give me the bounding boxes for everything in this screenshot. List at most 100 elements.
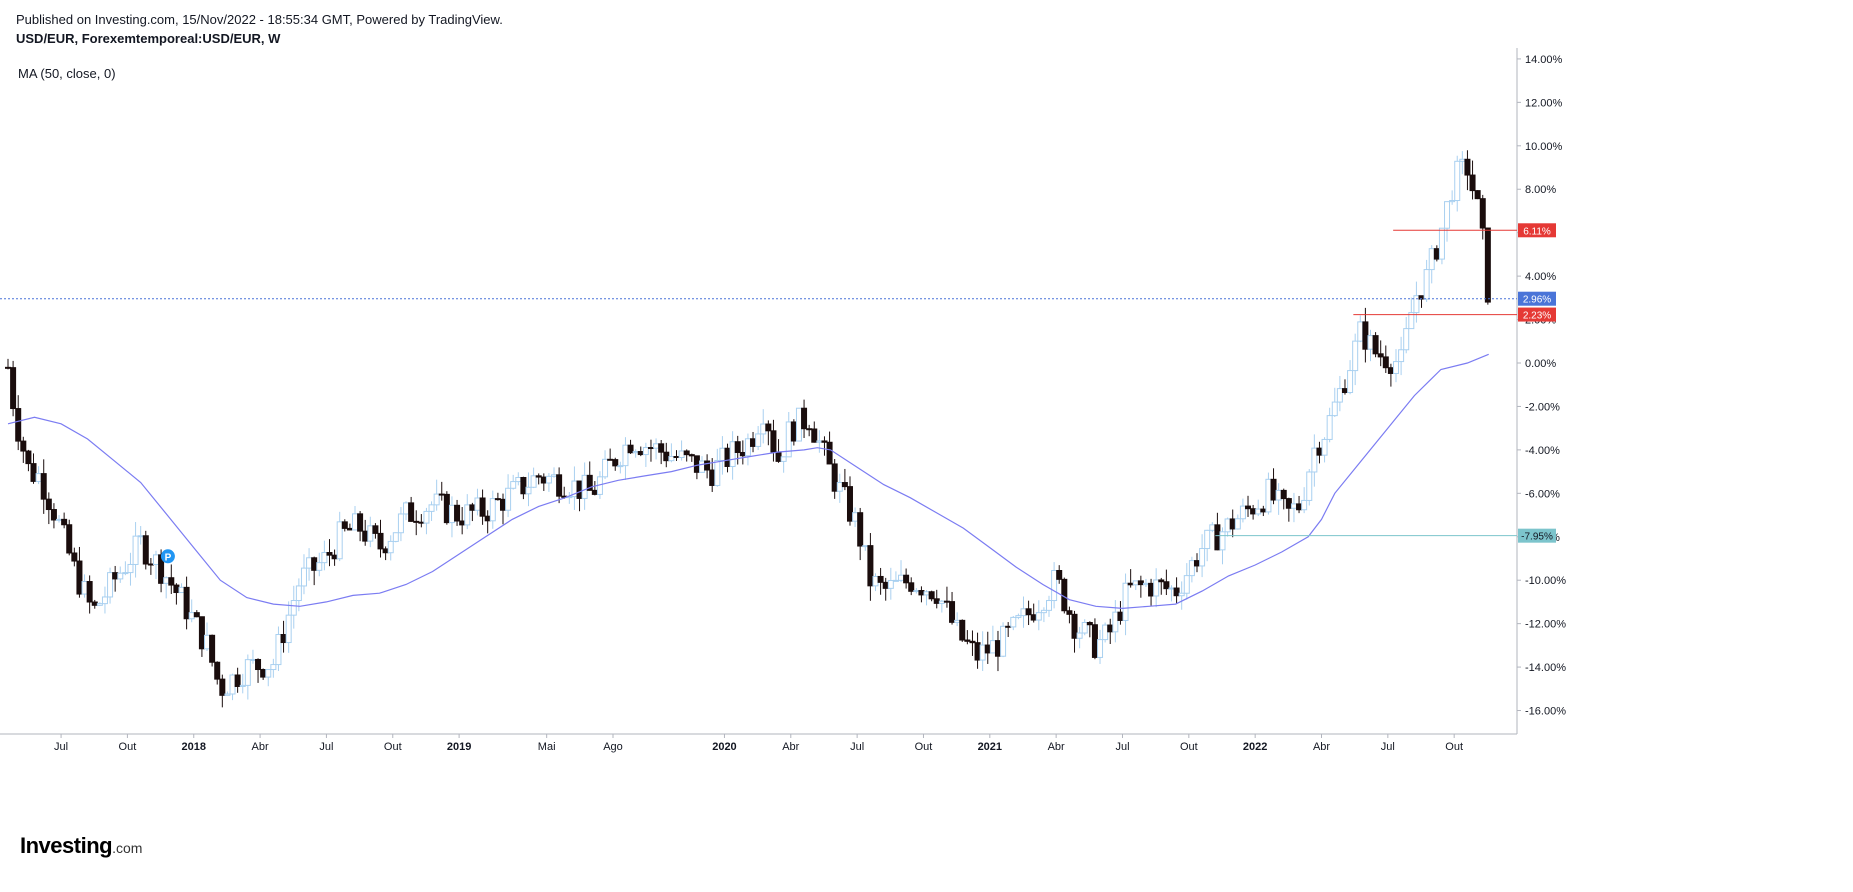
candle-body (1265, 478, 1272, 513)
candle-body (1316, 447, 1323, 456)
indicator-label[interactable]: MA (50, close, 0) (18, 66, 116, 81)
candle-body (1102, 624, 1109, 641)
candle-body (1142, 582, 1149, 586)
candle-body (1056, 570, 1063, 580)
candle-body (1193, 560, 1200, 567)
y-tick-label: -6.00% (1525, 488, 1560, 500)
candle-body (872, 575, 879, 587)
candle-body (270, 664, 277, 671)
candle-body (816, 440, 823, 443)
level-badge-label: 2.23% (1523, 311, 1551, 322)
x-tick-label: Abr (1313, 741, 1330, 753)
candle-body (372, 525, 379, 534)
candle-body (209, 634, 216, 663)
candle-body (877, 575, 884, 583)
candle-body (336, 521, 343, 560)
candle-body (943, 600, 950, 603)
candle-body (1474, 190, 1481, 200)
candle-body (1459, 158, 1466, 162)
candle-body (403, 502, 410, 515)
candle-body (10, 367, 17, 410)
candle-body (285, 614, 292, 644)
x-tick-label: 2021 (978, 741, 1002, 753)
candle-body (1382, 356, 1389, 369)
candle-body (484, 515, 491, 522)
candle-body (40, 473, 47, 500)
candle-body (1122, 582, 1129, 621)
candle-body (239, 684, 246, 687)
candle-body (908, 582, 915, 592)
level-badge (1518, 223, 1556, 238)
candle-body (887, 580, 894, 589)
candle-body (801, 407, 808, 430)
candle-body (1387, 367, 1394, 374)
candle-body (244, 659, 251, 686)
candle-body (352, 513, 359, 531)
candle-body (1091, 624, 1098, 658)
candle-body (1234, 518, 1241, 530)
candle-body (826, 441, 833, 465)
candle-body (719, 447, 726, 461)
candle-body (1347, 370, 1354, 394)
candle-body (846, 486, 853, 522)
candle-body (994, 640, 1001, 657)
candle-body (1148, 582, 1155, 597)
candle-body (1250, 508, 1257, 515)
candle-body (1479, 198, 1486, 229)
candle-body (959, 619, 966, 641)
candle-body (1000, 625, 1007, 657)
candle-body (790, 421, 797, 442)
candle-body (45, 498, 52, 511)
candle-body (163, 577, 170, 584)
candle-body (525, 486, 532, 495)
logo-brand: Investing (20, 833, 113, 858)
candle-body (663, 451, 670, 462)
candle-body (750, 438, 757, 447)
candle-body (1061, 578, 1068, 612)
candle-body (867, 545, 874, 587)
candle-body (249, 658, 256, 661)
candle-body (1408, 312, 1415, 330)
candle-body (1010, 616, 1017, 628)
candle-body (326, 552, 333, 556)
candle-body (1331, 401, 1338, 417)
candle-body (852, 512, 859, 522)
candle-body (122, 572, 129, 575)
x-tick-label: Ago (603, 741, 623, 753)
candle-body (1301, 499, 1308, 511)
candle-body (5, 366, 11, 369)
candle-body (964, 639, 971, 642)
candle-body (438, 493, 445, 496)
candle-body (989, 640, 996, 654)
candle-body (147, 563, 154, 566)
candle-body (1183, 575, 1190, 594)
y-tick-label: 12.00% (1525, 97, 1563, 109)
candle-body (1239, 505, 1246, 520)
candle-body (1025, 608, 1032, 616)
candle-body (224, 693, 231, 696)
candle-body (56, 518, 63, 521)
candle-body (20, 440, 27, 452)
candle-body (1398, 349, 1405, 363)
candle-body (280, 634, 287, 644)
candle-body (1484, 227, 1491, 303)
candle-body (290, 600, 297, 616)
candle-body (841, 482, 848, 488)
published-line: Published on Investing.com, 15/Nov/2022 … (16, 12, 503, 27)
x-tick-label: Out (1445, 741, 1463, 753)
candle-body (357, 513, 364, 532)
event-marker-icon[interactable] (160, 549, 175, 564)
candle-body (984, 644, 991, 654)
candle-body (142, 535, 149, 565)
candle-body (581, 474, 588, 499)
candle-body (229, 674, 236, 695)
candle-body (1132, 580, 1139, 586)
candle-body (591, 489, 598, 495)
candle-body (15, 408, 22, 442)
candle-body (857, 512, 864, 547)
candle-body (188, 612, 195, 620)
x-tick-label: Out (915, 741, 933, 753)
candle-body (1255, 508, 1262, 515)
candle-body (760, 423, 767, 435)
